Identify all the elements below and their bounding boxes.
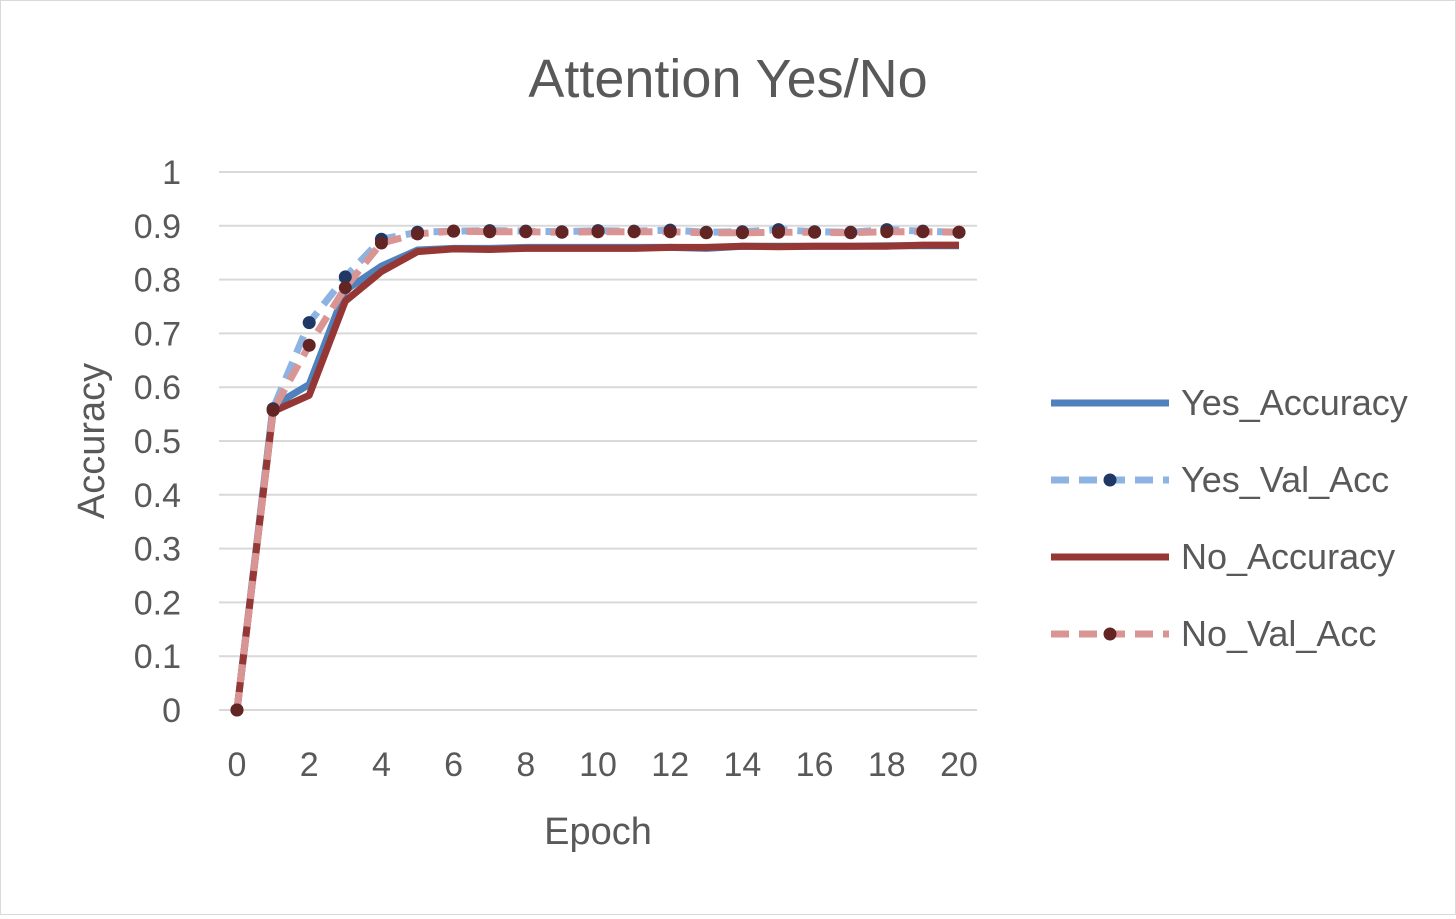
data-point-no-val-acc	[374, 236, 388, 250]
x-tick-label: 18	[868, 746, 906, 784]
data-point-no-val-acc	[735, 226, 749, 240]
data-point-yes-val-acc	[302, 316, 316, 330]
series-line-yes-accuracy	[233, 242, 959, 711]
data-point-no-val-acc	[230, 703, 244, 717]
chart-title: Attention Yes/No	[528, 49, 927, 109]
data-point-no-val-acc	[411, 227, 424, 241]
y-tick-label: 0.9	[134, 208, 181, 246]
x-tick-label: 20	[940, 746, 978, 784]
x-tick-label: 16	[796, 746, 834, 784]
data-point-no-val-acc	[772, 225, 785, 239]
x-tick-label: 6	[444, 746, 463, 784]
series-line-no-val-acc	[233, 227, 960, 711]
data-point-yes-val-acc	[338, 270, 352, 284]
x-tick-label: 10	[579, 746, 617, 784]
data-point-no-val-acc	[808, 225, 822, 239]
legend-item-yes-val-acc: Yes_Val_Acc	[1051, 459, 1389, 500]
data-point-no-val-acc	[266, 403, 280, 417]
series-line-no-accuracy	[233, 241, 959, 711]
y-tick-label: 0.3	[134, 531, 181, 569]
legend-label: No_Accuracy	[1181, 536, 1395, 577]
legend: Yes_Accuracy Yes_Val_Acc No_Accuracy No_Val…	[1051, 382, 1408, 654]
y-axis-ticks: 0 0.1 0.2 0.3 0.4 0.5 0.6 0.7 0.8 0.9 1	[134, 154, 181, 730]
x-tick-label: 12	[651, 746, 689, 784]
y-tick-label: 0.7	[134, 315, 181, 353]
x-axis-ticks: 0 2 4 6 8 10 12 14 16 18 20	[228, 746, 978, 784]
data-point-no-val-acc	[447, 224, 461, 238]
y-tick-label: 0.1	[134, 638, 181, 676]
data-point-no-val-acc	[844, 226, 858, 240]
data-point-no-val-acc	[519, 225, 533, 239]
data-point-no-val-acc	[663, 225, 677, 239]
x-tick-label: 8	[516, 746, 535, 784]
series-lines	[233, 226, 960, 711]
data-point-no-val-acc	[483, 225, 497, 239]
grid-lines	[219, 171, 977, 711]
legend-label: Yes_Val_Acc	[1181, 459, 1389, 500]
data-point-no-val-acc	[627, 225, 641, 239]
y-tick-label: 0.4	[134, 477, 181, 515]
data-point-no-val-acc	[591, 225, 605, 239]
series-markers	[230, 223, 966, 717]
x-tick-label: 14	[723, 746, 761, 784]
y-tick-label: 0	[162, 692, 181, 730]
data-point-no-val-acc	[916, 225, 930, 239]
x-axis-title: Epoch	[544, 811, 652, 853]
legend-item-no-val-acc: No_Val_Acc	[1051, 613, 1376, 654]
legend-item-yes-accuracy: Yes_Accuracy	[1051, 382, 1408, 423]
y-axis-title: Accuracy	[71, 363, 113, 519]
x-tick-label: 4	[372, 746, 391, 784]
legend-marker	[1103, 473, 1117, 487]
legend-marker	[1103, 627, 1117, 641]
x-tick-label: 2	[300, 746, 319, 784]
data-point-no-val-acc	[338, 281, 352, 295]
data-point-no-val-acc	[952, 225, 966, 239]
x-tick-label: 0	[228, 746, 247, 784]
y-tick-label: 0.2	[134, 584, 181, 622]
y-tick-label: 0.8	[134, 262, 181, 300]
y-tick-label: 0.5	[134, 423, 181, 461]
y-tick-label: 0.6	[134, 369, 181, 407]
legend-label: No_Val_Acc	[1181, 613, 1376, 654]
y-tick-label: 1	[162, 154, 181, 192]
data-point-no-val-acc	[302, 338, 316, 352]
legend-label: Yes_Accuracy	[1181, 382, 1408, 423]
data-point-no-val-acc	[880, 225, 894, 239]
data-point-no-val-acc	[699, 226, 713, 240]
legend-item-no-accuracy: No_Accuracy	[1051, 536, 1395, 577]
data-point-no-val-acc	[555, 225, 569, 239]
